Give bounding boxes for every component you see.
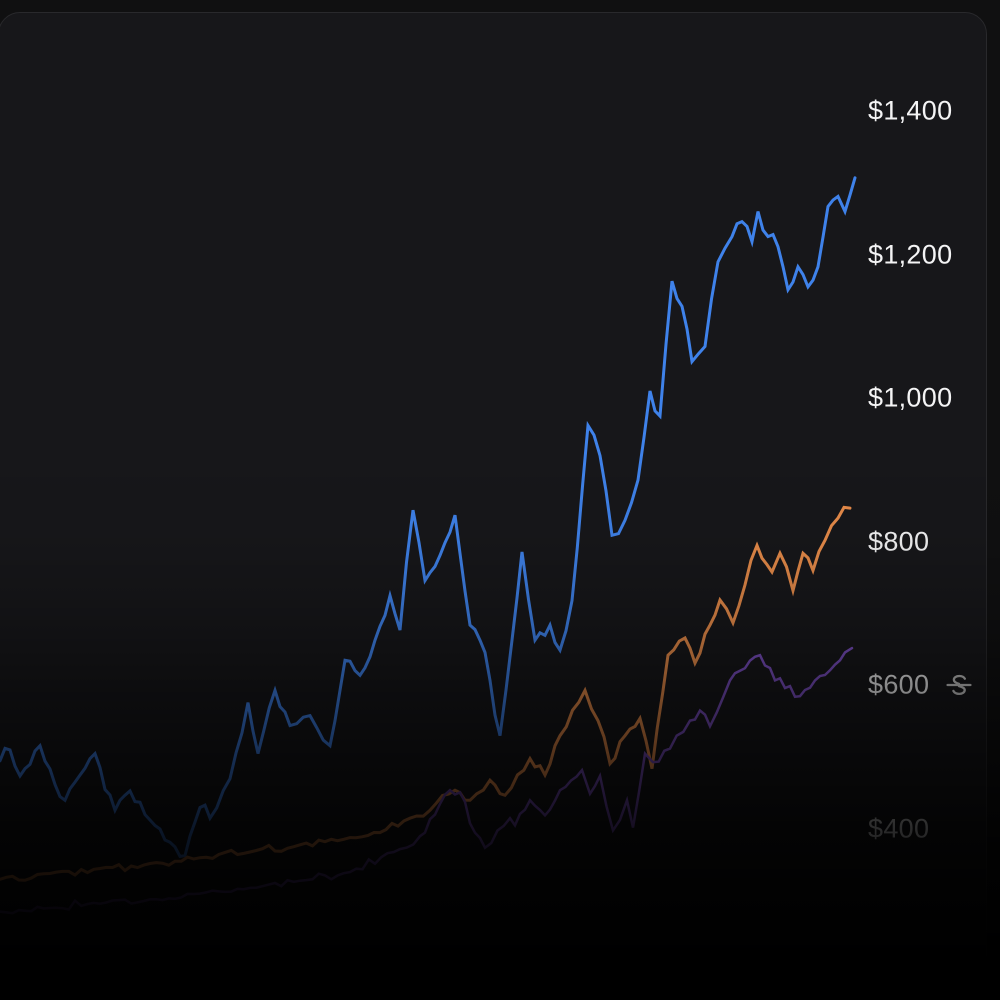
y-axis-tick-label: $1,200 xyxy=(868,239,953,270)
dollar-strikethrough-icon xyxy=(946,674,972,696)
y-axis-tick-label: $400 xyxy=(868,813,930,844)
series-line-blue xyxy=(0,176,857,859)
y-axis-tick-label: $600 xyxy=(868,669,930,700)
series-line-purple xyxy=(0,646,854,915)
y-axis-tick-label: $800 xyxy=(868,526,930,557)
series-line-orange xyxy=(0,505,852,882)
y-axis-tick-label: $1,400 xyxy=(868,95,953,126)
y-axis-tick-label: $1,000 xyxy=(868,382,953,413)
currency-toggle-button[interactable] xyxy=(943,670,975,700)
